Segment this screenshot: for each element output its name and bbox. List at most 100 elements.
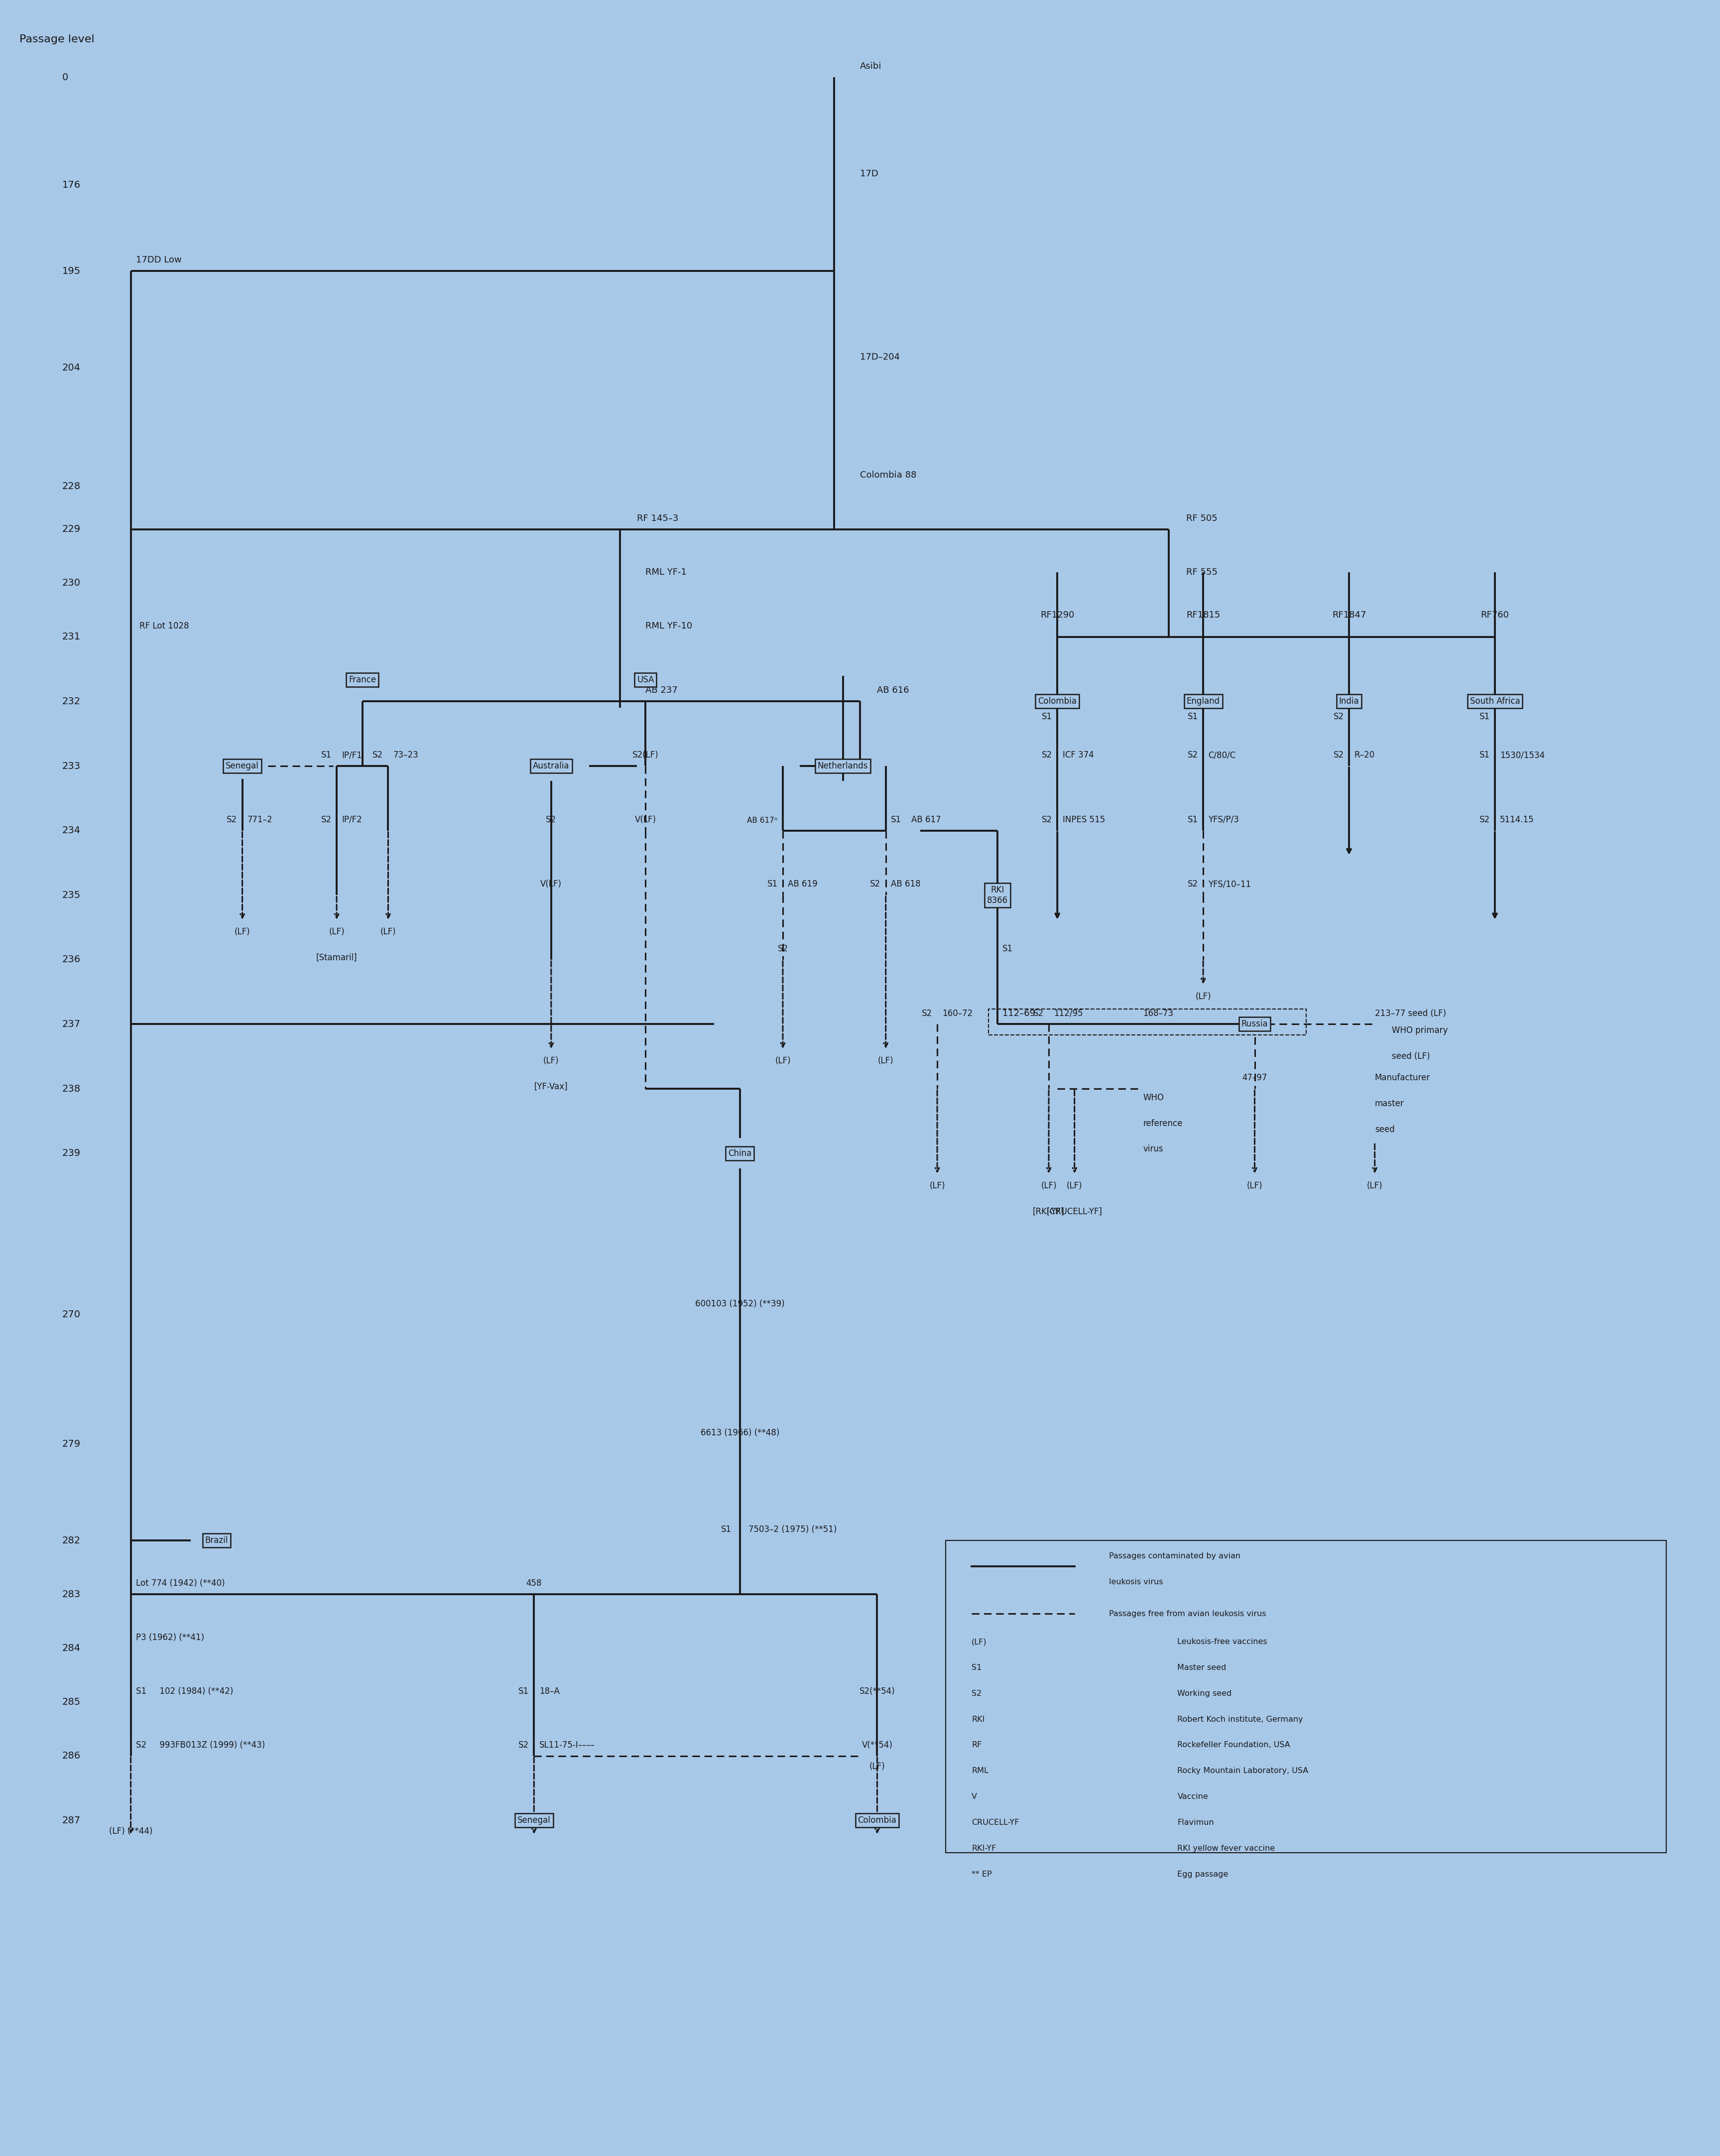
- Text: leukosis virus: leukosis virus: [1109, 1578, 1163, 1587]
- Text: S1: S1: [1479, 750, 1490, 759]
- Text: RF760: RF760: [1481, 610, 1508, 619]
- Text: 285: 285: [62, 1697, 81, 1708]
- Text: 176: 176: [62, 181, 81, 190]
- Text: S1: S1: [972, 1664, 982, 1671]
- Text: India: India: [1338, 696, 1359, 705]
- Text: (LF): (LF): [1066, 1181, 1082, 1190]
- Text: S2     993FB013Z (1999) (**43): S2 993FB013Z (1999) (**43): [136, 1740, 265, 1749]
- Text: (LF): (LF): [877, 1056, 894, 1065]
- Text: RKI
8366: RKI 8366: [987, 886, 1008, 906]
- Text: 160–72: 160–72: [943, 1009, 974, 1018]
- Text: S2(**54): S2(**54): [860, 1686, 894, 1695]
- Text: 18–A: 18–A: [538, 1686, 559, 1695]
- Text: virus: virus: [1144, 1145, 1163, 1153]
- Text: RKI: RKI: [972, 1716, 984, 1723]
- Text: (LF): (LF): [1367, 1181, 1383, 1190]
- Text: reference: reference: [1144, 1119, 1183, 1128]
- Text: WHO primary: WHO primary: [1391, 1026, 1448, 1035]
- Text: 6613 (1966) (**48): 6613 (1966) (**48): [700, 1429, 779, 1438]
- Text: 235: 235: [62, 890, 81, 899]
- Text: 213–77 seed (LF): 213–77 seed (LF): [1374, 1009, 1447, 1018]
- Text: ** EP: ** EP: [972, 1871, 992, 1878]
- Text: 112/95: 112/95: [1054, 1009, 1084, 1018]
- Text: 1530/1534: 1530/1534: [1500, 750, 1545, 759]
- Text: Netherlands: Netherlands: [817, 761, 869, 770]
- Text: RML YF-10: RML YF-10: [645, 621, 693, 630]
- Text: Rockefeller Foundation, USA: Rockefeller Foundation, USA: [1178, 1742, 1290, 1749]
- Text: 286: 286: [62, 1751, 81, 1761]
- Text: S2: S2: [545, 815, 556, 824]
- Text: RF1847: RF1847: [1331, 610, 1366, 619]
- Bar: [946, 1542, 1667, 1852]
- Text: 232: 232: [62, 696, 81, 707]
- Text: (LF): (LF): [329, 927, 344, 936]
- Text: S2: S2: [518, 1740, 528, 1749]
- Text: 230: 230: [62, 578, 81, 589]
- Text: China: China: [728, 1149, 752, 1158]
- Text: (LF): (LF): [776, 1056, 791, 1065]
- Text: (LF): (LF): [234, 927, 249, 936]
- Text: RF 505: RF 505: [1187, 513, 1218, 522]
- Text: (LF): (LF): [1247, 1181, 1262, 1190]
- Text: S2: S2: [777, 944, 788, 953]
- Text: (LF): (LF): [544, 1056, 559, 1065]
- Text: Manufacturer: Manufacturer: [1374, 1074, 1429, 1082]
- Text: V(**54): V(**54): [862, 1740, 893, 1749]
- Text: (LF) (**44): (LF) (**44): [108, 1826, 153, 1835]
- Text: V(LF): V(LF): [540, 880, 562, 888]
- Text: AB 617ᴬ: AB 617ᴬ: [746, 817, 777, 824]
- Text: 17DD Low: 17DD Low: [136, 257, 182, 265]
- Text: CRUCELL-YF: CRUCELL-YF: [972, 1820, 1018, 1826]
- Text: RF1815: RF1815: [1187, 610, 1219, 619]
- Text: South Africa: South Africa: [1471, 696, 1520, 705]
- Text: 228: 228: [62, 481, 81, 492]
- Text: 195: 195: [62, 267, 81, 276]
- Text: YFS/P/3: YFS/P/3: [1209, 815, 1238, 824]
- Text: 287: 287: [62, 1815, 81, 1826]
- Text: S1: S1: [1187, 711, 1199, 720]
- Text: S2: S2: [1333, 750, 1343, 759]
- Text: SL11-75-I––––: SL11-75-I––––: [538, 1740, 595, 1749]
- Text: Colombia: Colombia: [858, 1815, 896, 1824]
- Text: V(LF): V(LF): [635, 815, 657, 824]
- Text: 5114.15: 5114.15: [1500, 815, 1534, 824]
- Text: S2: S2: [1042, 815, 1053, 824]
- Text: AB 619: AB 619: [788, 880, 817, 888]
- Text: RML: RML: [972, 1768, 989, 1774]
- Text: RKI-YF: RKI-YF: [972, 1846, 996, 1852]
- Text: (LF): (LF): [1041, 1181, 1056, 1190]
- Text: 236: 236: [62, 955, 81, 964]
- Text: S1: S1: [1003, 944, 1013, 953]
- Text: 283: 283: [62, 1589, 81, 1600]
- Text: (LF): (LF): [380, 927, 396, 936]
- Text: 204: 204: [62, 362, 81, 373]
- Text: AB 237: AB 237: [645, 686, 678, 694]
- Text: 17D–204: 17D–204: [860, 351, 900, 362]
- Text: Passages free from avian leukosis virus: Passages free from avian leukosis virus: [1109, 1611, 1266, 1617]
- Text: 233: 233: [62, 761, 81, 770]
- Text: S2: S2: [1333, 711, 1343, 720]
- Text: AB 617: AB 617: [912, 815, 941, 824]
- Text: IP/F1: IP/F1: [342, 750, 363, 759]
- Text: S2: S2: [373, 750, 384, 759]
- Text: Vaccine: Vaccine: [1178, 1794, 1207, 1800]
- Text: [Stamaril]: [Stamaril]: [316, 953, 358, 962]
- Text: RF Lot 1028: RF Lot 1028: [139, 621, 189, 630]
- Text: 73–23: 73–23: [394, 750, 418, 759]
- Text: Russia: Russia: [1242, 1020, 1268, 1028]
- Text: Passage level: Passage level: [19, 34, 95, 45]
- Text: Lot 774 (1942) (**40): Lot 774 (1942) (**40): [136, 1578, 225, 1589]
- Text: Flavimun: Flavimun: [1178, 1820, 1214, 1826]
- Text: Senegal: Senegal: [518, 1815, 550, 1824]
- Text: WHO: WHO: [1144, 1093, 1164, 1102]
- Text: 229: 229: [62, 524, 81, 535]
- Bar: [989, 1009, 1305, 1035]
- Text: S2: S2: [922, 1009, 932, 1018]
- Text: Working seed: Working seed: [1178, 1690, 1232, 1697]
- Text: S1: S1: [518, 1686, 528, 1695]
- Text: 238: 238: [62, 1084, 81, 1093]
- Text: S2: S2: [1479, 815, 1490, 824]
- Text: ICF 374: ICF 374: [1063, 750, 1094, 759]
- Text: (LF): (LF): [929, 1181, 944, 1190]
- Text: 234: 234: [62, 826, 81, 834]
